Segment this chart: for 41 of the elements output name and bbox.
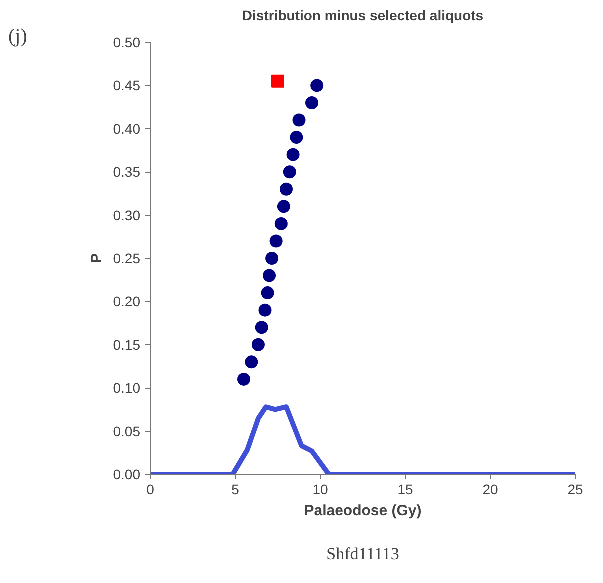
point — [310, 79, 324, 92]
point — [263, 269, 276, 282]
x-tick-label: 15 — [398, 482, 414, 498]
x-tick-label: 20 — [482, 482, 498, 498]
y-tick-label: 0.05 — [113, 423, 141, 440]
y-tick-label: 0.25 — [113, 250, 141, 266]
point — [277, 200, 290, 214]
point — [252, 338, 265, 352]
x-axis-title: Palaeodose (Gy) — [304, 502, 422, 520]
point — [280, 182, 293, 196]
point — [255, 321, 268, 334]
y-tick-label: 0.15 — [113, 336, 141, 353]
point — [266, 252, 279, 265]
y-tick-label: 0.50 — [113, 34, 141, 50]
y-tick-label: 0.40 — [113, 120, 141, 137]
y-tick-label: 0.00 — [113, 466, 141, 482]
point — [245, 356, 258, 369]
point — [306, 96, 318, 110]
text: (j) — [8, 26, 28, 48]
y-tick-label: 0.45 — [113, 78, 141, 94]
y-tick-label: 0.35 — [113, 164, 141, 180]
point — [283, 166, 296, 179]
point — [272, 74, 284, 88]
point — [258, 304, 272, 317]
x-tick-label: 0 — [146, 482, 155, 498]
x-tick-label: 25 — [568, 482, 584, 498]
x-tick-label: 10 — [312, 482, 328, 498]
point — [274, 217, 288, 230]
point — [261, 286, 274, 300]
point — [290, 131, 304, 144]
point — [286, 148, 300, 162]
chart-title: Distribution minus selected aliquots — [242, 8, 484, 24]
point — [292, 114, 306, 127]
y-axis-title: P — [88, 253, 106, 264]
y-tick-label: 0.20 — [113, 294, 141, 310]
x-tick-label: 5 — [232, 482, 240, 498]
point — [238, 372, 250, 386]
text: Shfd11113 — [326, 544, 400, 564]
y-tick-label: 0.10 — [113, 380, 141, 396]
y-tick-label: 0.30 — [113, 207, 141, 224]
point — [270, 234, 283, 248]
